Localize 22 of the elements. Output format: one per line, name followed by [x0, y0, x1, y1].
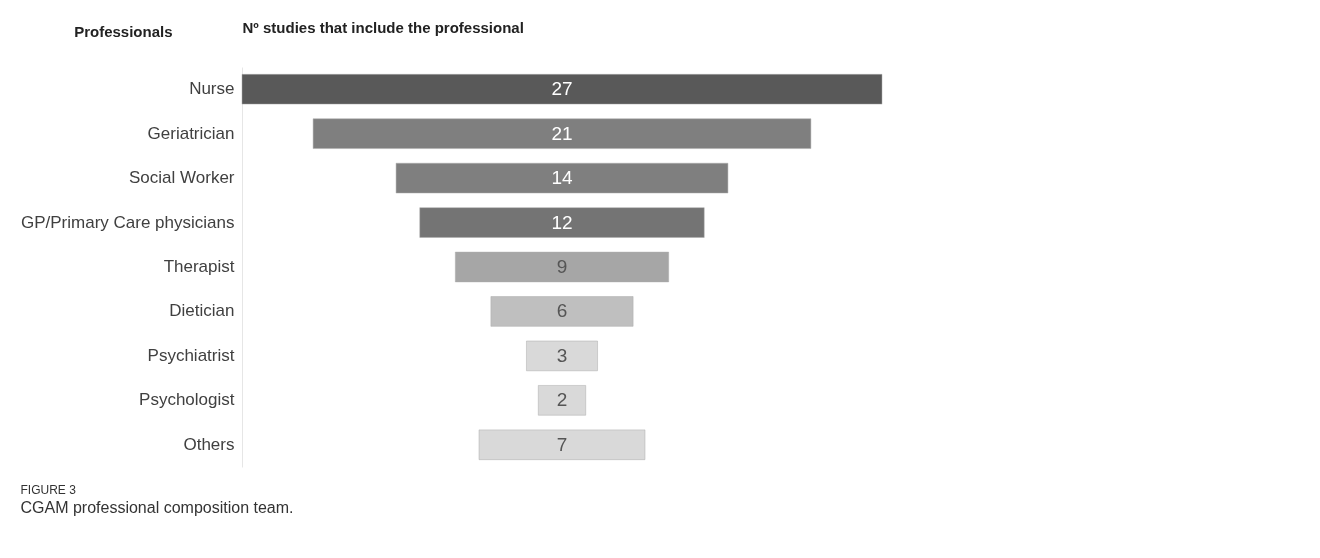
- text: Nº studies that include the professional: [242, 18, 524, 36]
- data-label: 6: [556, 300, 568, 322]
- category-label: Others: [183, 434, 235, 454]
- data-label: 21: [551, 122, 573, 144]
- data-label: 2: [556, 389, 568, 411]
- data-label: 12: [551, 211, 573, 233]
- text: Professionals: [74, 22, 173, 40]
- data-label: 27: [551, 78, 573, 100]
- category-label: Psychologist: [139, 390, 235, 410]
- text: CGAM professional composition team.: [20, 499, 294, 516]
- category-label: Nurse: [189, 79, 235, 99]
- data-label: 9: [556, 256, 568, 277]
- category-label: Psychiatrist: [147, 345, 235, 365]
- caption: FIGURE 3: [20, 483, 77, 497]
- category-label: Geriatrician: [147, 123, 235, 143]
- category-label: Therapist: [163, 257, 235, 276]
- category-label: Social Worker: [129, 168, 235, 188]
- data-label: 3: [556, 344, 568, 366]
- data-label: 7: [556, 433, 568, 455]
- data-label: 14: [551, 167, 573, 189]
- category-label: GP/Primary Care physicians: [20, 212, 235, 232]
- category-label: Dietician: [169, 301, 235, 321]
